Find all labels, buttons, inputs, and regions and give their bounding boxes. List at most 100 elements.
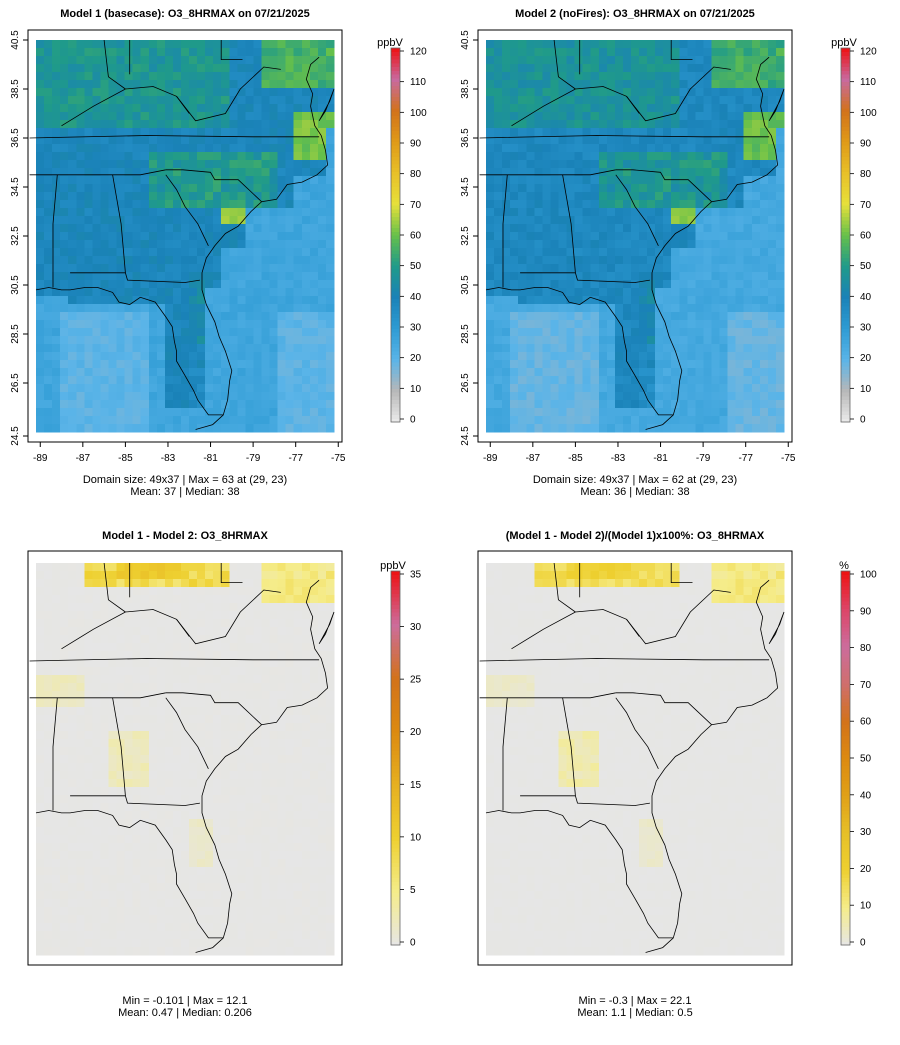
heatmap-cell <box>630 296 640 305</box>
heatmap-cell <box>622 56 632 65</box>
heatmap-cell <box>574 256 584 265</box>
heatmap-cell <box>743 352 753 361</box>
heatmap-cell <box>655 200 664 209</box>
heatmap-cell <box>518 344 527 353</box>
heatmap-cell <box>172 96 182 105</box>
heatmap-cell <box>590 64 600 73</box>
heatmap-cell <box>108 587 118 596</box>
heatmap-cell <box>325 587 335 596</box>
heatmap-cell <box>558 368 568 377</box>
heatmap-cell <box>148 368 158 377</box>
heatmap-cell <box>229 699 238 708</box>
heatmap-cell <box>124 699 134 708</box>
heatmap-cell <box>156 40 166 49</box>
heatmap-cell <box>534 336 543 345</box>
heatmap-cell <box>767 248 777 257</box>
heatmap-cell <box>711 136 721 145</box>
heatmap-cell <box>566 200 576 209</box>
heatmap-cell <box>494 48 503 57</box>
heatmap-cell <box>550 360 560 369</box>
heatmap-cell <box>76 232 85 241</box>
heatmap-cell <box>486 112 495 121</box>
colorbar-segment <box>841 324 850 329</box>
heatmap-cell <box>237 683 246 692</box>
heatmap-cell <box>108 667 118 676</box>
heatmap-cell <box>229 200 238 209</box>
colorbar-segment <box>841 403 850 408</box>
heatmap-cell <box>277 256 287 265</box>
heatmap-cell <box>663 336 672 345</box>
heatmap-cell <box>285 336 295 345</box>
heatmap-cell <box>309 248 319 257</box>
heatmap-cell <box>221 128 230 137</box>
heatmap-cell <box>221 400 230 409</box>
heatmap-cell <box>116 659 126 668</box>
heatmap-cell <box>630 56 640 65</box>
heatmap-cell <box>486 256 495 265</box>
heatmap-cell <box>269 747 279 756</box>
heatmap-cell <box>100 216 110 225</box>
heatmap-cell <box>494 416 503 425</box>
heatmap-cell <box>44 400 53 409</box>
heatmap-cell <box>124 176 134 185</box>
heatmap-cell <box>261 168 271 177</box>
heatmap-cell <box>172 659 182 668</box>
heatmap-cell <box>237 368 246 377</box>
heatmap-cell <box>277 771 287 780</box>
heatmap-cell <box>582 392 592 401</box>
heatmap-cell <box>132 360 142 369</box>
heatmap-cell <box>518 184 527 193</box>
heatmap-cell <box>727 320 737 329</box>
heatmap-cell <box>486 88 495 97</box>
heatmap-cell <box>164 264 174 273</box>
heatmap-cell <box>180 563 190 572</box>
heatmap-cell <box>647 344 656 353</box>
heatmap-cell <box>325 216 335 225</box>
heatmap-cell <box>679 248 688 257</box>
heatmap-cell <box>687 120 696 129</box>
heatmap-cell <box>574 296 584 305</box>
colorbar-segment <box>391 392 400 397</box>
colorbar-segment <box>391 100 400 105</box>
heatmap-cell <box>140 368 150 377</box>
heatmap-cell <box>180 579 190 588</box>
heatmap-cell <box>108 128 118 137</box>
heatmap-cell <box>293 571 303 580</box>
heatmap-cell <box>574 72 584 81</box>
heatmap-cell <box>590 168 600 177</box>
heatmap-cell <box>269 368 279 377</box>
heatmap-cell <box>630 256 640 265</box>
heatmap-cell <box>269 603 279 612</box>
heatmap-cell <box>309 320 319 329</box>
heatmap-cell <box>486 72 495 81</box>
heatmap-cell <box>277 192 287 201</box>
heatmap-cell <box>164 715 174 724</box>
heatmap-cell <box>108 643 118 652</box>
heatmap-cell <box>229 232 238 241</box>
heatmap-cell <box>285 344 295 353</box>
heatmap-cell <box>221 120 230 129</box>
colorbar-segment <box>841 249 850 255</box>
heatmap-cell <box>598 80 608 89</box>
heatmap-cell <box>639 424 648 433</box>
heatmap-cell <box>140 707 150 716</box>
heatmap-cell <box>317 296 327 305</box>
heatmap-cell <box>671 376 680 385</box>
heatmap-cell <box>285 731 295 740</box>
heatmap-cell <box>108 80 118 89</box>
heatmap-cell <box>189 683 198 692</box>
heatmap-cell <box>84 563 93 572</box>
heatmap-cell <box>221 344 230 353</box>
heatmap-cell <box>277 152 287 161</box>
heatmap-cell <box>325 80 335 89</box>
heatmap-cell <box>269 627 279 636</box>
heatmap-cell <box>253 723 263 732</box>
heatmap-cell <box>663 392 672 401</box>
heatmap-cell <box>663 384 672 393</box>
heatmap-cell <box>237 619 246 628</box>
heatmap-cell <box>68 603 77 612</box>
heatmap-cell <box>309 192 319 201</box>
heatmap-cell <box>213 64 222 73</box>
heatmap-cell <box>486 48 495 57</box>
heatmap-cell <box>52 272 61 281</box>
